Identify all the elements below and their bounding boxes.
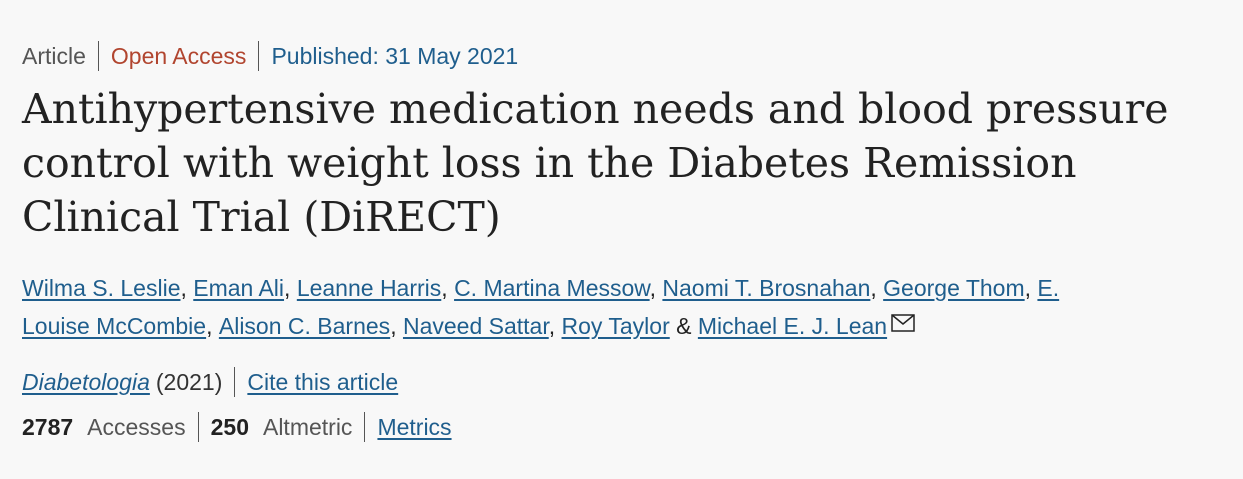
- cite-article-link[interactable]: Cite this article: [247, 369, 399, 395]
- journal-citation: Diabetologia (2021) Cite this article: [22, 366, 398, 398]
- author-separator: ,: [180, 275, 194, 301]
- article-type-label: Article: [22, 43, 86, 69]
- author-item: Leanne Harris,: [297, 275, 454, 301]
- accesses-count: 2787: [22, 414, 74, 440]
- altmetric-label: Altmetric: [262, 414, 353, 440]
- author-item: Alison C. Barnes,: [219, 313, 403, 339]
- author-link[interactable]: E. Louise McCombie: [22, 275, 1060, 339]
- author-item: Naveed Sattar,: [403, 313, 562, 339]
- author-separator: ,: [441, 275, 455, 301]
- author-separator: ,: [649, 275, 663, 301]
- author-link[interactable]: Michael E. J. Lean: [697, 313, 888, 339]
- author-list: Wilma S. Leslie, Eman Ali, Leanne Harris…: [22, 270, 1122, 344]
- author-separator: ,: [548, 313, 562, 339]
- meta-divider: [97, 41, 99, 71]
- author-link[interactable]: Naomi T. Brosnahan: [662, 275, 871, 301]
- open-access-label: Open Access: [110, 43, 247, 69]
- author-link[interactable]: Wilma S. Leslie: [22, 275, 181, 301]
- author-link[interactable]: Leanne Harris: [296, 275, 442, 301]
- author-separator: ,: [870, 275, 884, 301]
- author-separator: ,: [206, 313, 219, 339]
- author-separator: ,: [390, 313, 403, 339]
- published-date: Published: 31 May 2021: [271, 43, 519, 69]
- author-item: E. Louise McCombie,: [22, 275, 1059, 339]
- journal-link[interactable]: Diabetologia: [22, 369, 150, 395]
- author-separator: ,: [1024, 275, 1038, 301]
- author-item: George Thom,: [883, 275, 1037, 301]
- mail-icon[interactable]: [891, 306, 915, 342]
- article-meta: Article Open Access Published: 31 May 20…: [22, 40, 518, 72]
- metrics-divider: [197, 412, 199, 442]
- author-link[interactable]: Alison C. Barnes: [218, 313, 391, 339]
- author-item: Naomi T. Brosnahan,: [662, 275, 883, 301]
- meta-divider: [258, 41, 260, 71]
- author-item: Michael E. J. Lean: [698, 313, 915, 339]
- metrics-link[interactable]: Metrics: [377, 414, 452, 440]
- author-link[interactable]: Naveed Sattar: [402, 313, 549, 339]
- author-link[interactable]: Eman Ali: [193, 275, 285, 301]
- article-title: Antihypertensive medication needs and bl…: [22, 85, 1169, 241]
- accesses-label: Accesses: [87, 414, 186, 440]
- author-item: Eman Ali,: [193, 275, 297, 301]
- journal-year: (2021): [155, 369, 223, 395]
- author-link[interactable]: George Thom: [883, 275, 1025, 301]
- author-item: Wilma S. Leslie,: [22, 275, 193, 301]
- journal-divider: [234, 367, 236, 397]
- author-separator: ,: [284, 275, 297, 301]
- metrics-divider: [364, 412, 366, 442]
- article-metrics: 2787 Accesses 250 Altmetric Metrics: [22, 411, 452, 443]
- author-item: Roy Taylor &: [562, 313, 698, 339]
- altmetric-count: 250: [210, 414, 249, 440]
- author-separator: &: [669, 313, 698, 339]
- author-link[interactable]: C. Martina Messow: [454, 275, 650, 301]
- author-item: C. Martina Messow,: [454, 275, 662, 301]
- author-link[interactable]: Roy Taylor: [561, 313, 670, 339]
